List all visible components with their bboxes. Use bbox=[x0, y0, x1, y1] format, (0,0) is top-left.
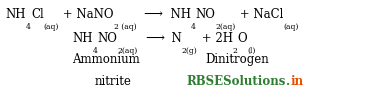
Text: ⟶: ⟶ bbox=[144, 8, 163, 21]
Text: 2 (aq): 2 (aq) bbox=[114, 23, 136, 31]
Text: Cl: Cl bbox=[31, 8, 44, 21]
Text: ⟶: ⟶ bbox=[145, 32, 164, 45]
Text: (aq): (aq) bbox=[283, 23, 299, 31]
Text: NH: NH bbox=[163, 8, 191, 21]
Text: NH: NH bbox=[72, 32, 92, 45]
Text: NO: NO bbox=[196, 8, 215, 21]
Text: (l): (l) bbox=[247, 47, 256, 55]
Text: (aq): (aq) bbox=[44, 23, 59, 31]
Text: N: N bbox=[164, 32, 182, 45]
Text: 2(aq): 2(aq) bbox=[117, 47, 138, 55]
Text: RBSESolutions: RBSESolutions bbox=[187, 75, 286, 88]
Text: nitrite: nitrite bbox=[94, 75, 131, 88]
Text: 4: 4 bbox=[92, 47, 98, 55]
Text: + 2H: + 2H bbox=[198, 32, 233, 45]
Text: 2(g): 2(g) bbox=[182, 47, 198, 55]
Text: Dinitrogen: Dinitrogen bbox=[205, 53, 269, 66]
Text: .: . bbox=[286, 75, 290, 88]
Text: 2(aq): 2(aq) bbox=[215, 23, 236, 31]
Text: NO: NO bbox=[98, 32, 117, 45]
Text: 4: 4 bbox=[26, 23, 31, 31]
Text: in: in bbox=[290, 75, 303, 88]
Text: + NaCl: + NaCl bbox=[236, 8, 283, 21]
Text: Ammonium: Ammonium bbox=[72, 53, 140, 66]
Text: + NaNO: + NaNO bbox=[59, 8, 114, 21]
Text: NH: NH bbox=[6, 8, 26, 21]
Text: 4: 4 bbox=[191, 23, 196, 31]
Text: O: O bbox=[238, 32, 247, 45]
Text: 2: 2 bbox=[233, 47, 238, 55]
